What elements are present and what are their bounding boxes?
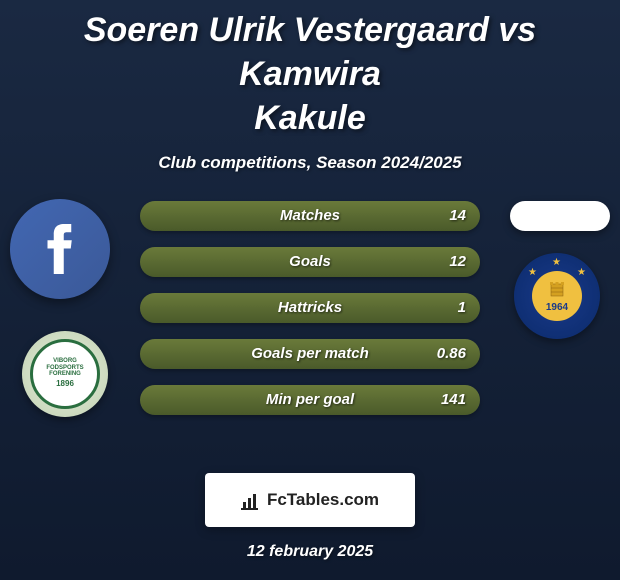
star-icon: ★ bbox=[528, 267, 537, 278]
comparison-area: VIBORG FODSPORTS FORENING 1896 ★ ★ ★ 196… bbox=[0, 201, 620, 461]
stat-value-right: 0.86 bbox=[437, 345, 466, 362]
brand-badge[interactable]: FcTables.com bbox=[205, 473, 415, 527]
title-line2: Kakule bbox=[254, 99, 366, 137]
stat-value-right: 141 bbox=[441, 391, 466, 408]
club-left-year: 1896 bbox=[56, 380, 74, 389]
stat-label: Hattricks bbox=[278, 299, 342, 316]
facebook-icon bbox=[30, 219, 90, 279]
stat-label: Goals per match bbox=[251, 345, 369, 362]
club-badge-left-inner: VIBORG FODSPORTS FORENING 1896 bbox=[30, 339, 100, 409]
club-left-name-top: VIBORG bbox=[53, 358, 77, 365]
stat-row-gpm: Goals per match 0.86 bbox=[140, 339, 480, 369]
subtitle: Club competitions, Season 2024/2025 bbox=[0, 153, 620, 173]
club-badge-right: ★ ★ ★ 1964 bbox=[514, 253, 600, 339]
stat-row-matches: Matches 14 bbox=[140, 201, 480, 231]
stat-label: Min per goal bbox=[266, 391, 354, 408]
club-left-name-mid: FODSPORTS bbox=[46, 365, 83, 372]
club-badge-right-inner: 1964 bbox=[532, 271, 582, 321]
page-title: Soeren Ulrik Vestergaard vs Kamwira Kaku… bbox=[0, 0, 620, 141]
star-icon: ★ bbox=[552, 257, 561, 268]
stat-row-hattricks: Hattricks 1 bbox=[140, 293, 480, 323]
stat-row-mpg: Min per goal 141 bbox=[140, 385, 480, 415]
title-line1: Soeren Ulrik Vestergaard vs Kamwira bbox=[84, 11, 536, 93]
stat-label: Goals bbox=[289, 253, 331, 270]
brand-text: FcTables.com bbox=[267, 490, 379, 510]
club-badge-left: VIBORG FODSPORTS FORENING 1896 bbox=[22, 331, 108, 417]
bar-chart-icon bbox=[241, 490, 261, 510]
stat-value-right: 1 bbox=[458, 299, 466, 316]
club-right-year: 1964 bbox=[546, 302, 568, 313]
stat-bars: Matches 14 Goals 12 Hattricks 1 Goals pe… bbox=[140, 201, 480, 431]
stat-value-right: 14 bbox=[449, 207, 466, 224]
stat-row-goals: Goals 12 bbox=[140, 247, 480, 277]
footer-date: 12 february 2025 bbox=[0, 543, 620, 561]
stat-value-right: 12 bbox=[449, 253, 466, 270]
club-left-name-bot: FORENING bbox=[49, 371, 81, 378]
star-icon: ★ bbox=[577, 267, 586, 278]
stat-label: Matches bbox=[280, 207, 340, 224]
player-left-avatar bbox=[10, 199, 110, 299]
tower-icon bbox=[545, 278, 569, 298]
player-right-avatar-oval bbox=[510, 201, 610, 231]
